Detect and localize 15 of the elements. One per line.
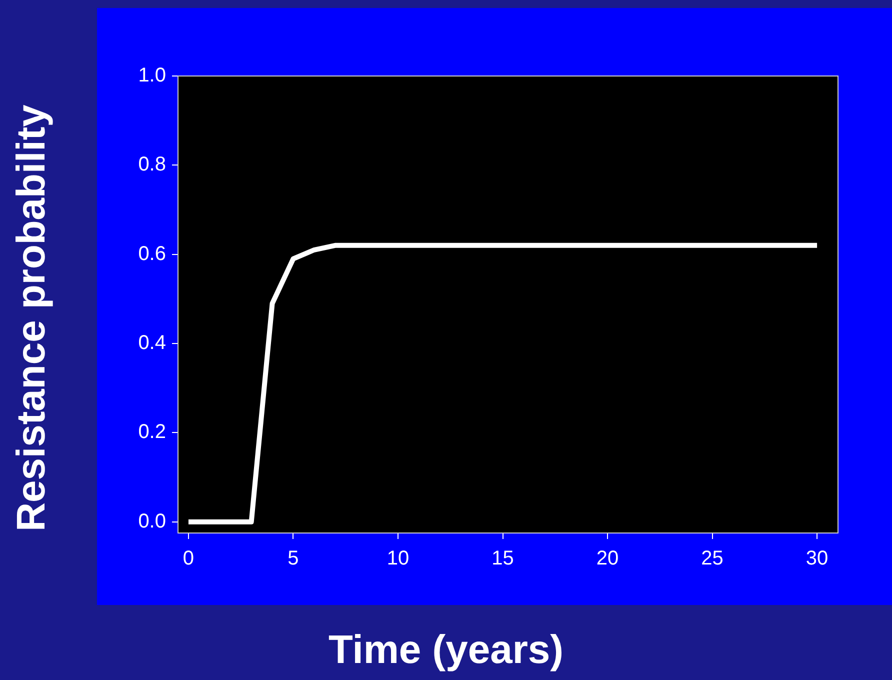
y-tick-label: 0.2 — [138, 421, 166, 444]
y-tick-label: 0.8 — [138, 154, 166, 176]
y-tick-label: 0.6 — [138, 242, 166, 265]
x-axis-title: Time (years) — [328, 628, 564, 673]
x-tick-label: 30 — [806, 548, 828, 570]
y-tick-label: 1.0 — [138, 64, 166, 87]
x-tick-label: 25 — [701, 548, 724, 570]
x-tick-label: 15 — [492, 548, 514, 570]
x-tick-label: 20 — [596, 548, 619, 570]
y-tick-label: 0.4 — [138, 332, 166, 354]
y-tick-label: 0.0 — [138, 510, 166, 532]
x-tick-label: 5 — [288, 548, 299, 570]
y-axis-title: Resistance probability — [10, 104, 54, 532]
x-tick-label: 10 — [386, 548, 410, 570]
x-tick-label: 0 — [182, 548, 194, 570]
